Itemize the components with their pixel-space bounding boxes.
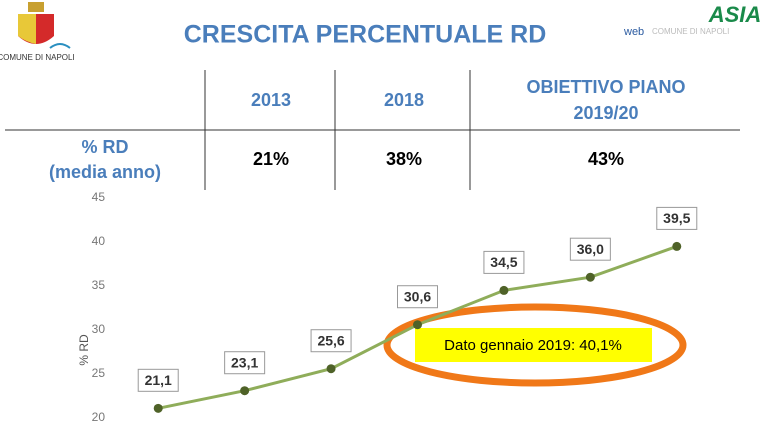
right-logo-brand: ASIA: [708, 2, 762, 27]
data-point: [326, 364, 336, 374]
data-point: [672, 241, 682, 251]
right-logo-text: COMUNE DI NAPOLI: [652, 27, 729, 36]
value-label: 25,6: [317, 332, 344, 348]
logo-crown: [28, 2, 44, 12]
y-tick-label: 25: [92, 366, 106, 380]
annotation-box: [415, 328, 652, 362]
left-logo: [18, 2, 71, 49]
data-point: [413, 320, 422, 330]
logo-wave: [49, 43, 71, 49]
value-label: 21,1: [145, 372, 172, 388]
table-cell: 38%: [386, 149, 422, 169]
value-label: 36,0: [577, 241, 604, 257]
table-cell: 21%: [253, 149, 289, 169]
plot: 20 25 30 35 40 45 21,1 23,1 25,6 30,6 34,5 36,0 39,5: [92, 190, 698, 424]
table-header: OBIETTIVO PIANO: [526, 77, 685, 97]
row-label: % RD: [81, 137, 128, 157]
value-label: 34,5: [490, 254, 517, 270]
value-label-box: [224, 351, 266, 375]
value-label-box: [137, 368, 179, 392]
value-label: 39,5: [663, 210, 690, 226]
row-label: (media anno): [49, 162, 161, 182]
value-label-box: [397, 285, 438, 309]
y-tick-label: 40: [92, 234, 106, 248]
table-header: 2019/20: [573, 103, 638, 123]
left-logo-text: COMUNE DI NAPOLI: [0, 53, 75, 62]
table-cell: 43%: [588, 149, 624, 169]
annotation: Dato gennaio 2019: 40,1%: [444, 337, 622, 354]
value-label-box: [656, 206, 698, 230]
right-logo-web: web: [623, 26, 644, 38]
y-tick-label: 45: [92, 190, 106, 204]
annotation-ellipse: [383, 303, 687, 387]
logo-shield-half: [18, 14, 36, 44]
value-label-box: [310, 329, 352, 353]
y-tick-label: 35: [92, 278, 106, 292]
table-header: 2018: [384, 90, 424, 110]
data-point: [153, 403, 163, 413]
value-label-box: [569, 237, 611, 261]
table-header: 2013: [251, 90, 291, 110]
y-tick-label: 20: [92, 410, 106, 424]
slide-title: CRESCITA PERCENTUALE RD: [184, 21, 547, 49]
data-point: [240, 386, 250, 396]
y-axis-label: % RD: [77, 334, 91, 366]
value-label-box: [483, 250, 525, 274]
value-label: 30,6: [404, 288, 431, 304]
y-tick-label: 30: [92, 322, 106, 336]
value-label: 23,1: [231, 354, 258, 370]
data-point: [499, 285, 509, 295]
data-point: [585, 272, 595, 282]
